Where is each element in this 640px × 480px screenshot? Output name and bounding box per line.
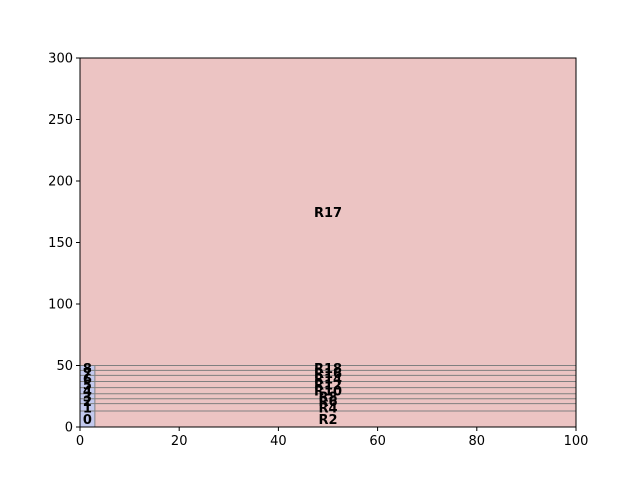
small-region-rect-2 [80, 398, 95, 404]
small-region-rect-1 [80, 403, 95, 412]
large-region-label-7: R16 [314, 367, 342, 382]
large-region-label-1: R4 [318, 401, 337, 416]
large-region-label-5: R12 [314, 379, 342, 394]
large-region-label-6: R14 [314, 372, 342, 387]
small-region-label-7: 7 [83, 367, 92, 382]
small-region-label-1: 1 [83, 401, 92, 416]
large-region-rect-0 [94, 411, 576, 427]
large-region-rect-1 [94, 403, 576, 412]
small-region-label-3: 3 [83, 390, 92, 405]
y-tick-label-2: 100 [48, 298, 73, 313]
x-tick-label-2: 40 [270, 434, 287, 449]
small-region-rect-5 [80, 381, 95, 388]
large-region-rect-5 [94, 381, 576, 388]
y-axis: 0 50 100 150 200 250 300 [48, 52, 80, 436]
small-region-rect-8 [80, 365, 95, 371]
small-region-rect-7 [80, 370, 95, 376]
small-region-label-2: 2 [83, 395, 92, 410]
small-region-rect-0 [80, 411, 95, 427]
y-tick-label-0: 0 [65, 421, 73, 436]
small-region-label-8: 8 [83, 362, 92, 377]
y-tick-label-6: 300 [48, 52, 73, 67]
y-tick-label-3: 150 [48, 236, 73, 251]
small-region-label-5: 5 [83, 379, 92, 394]
x-tick-label-3: 60 [369, 434, 386, 449]
large-region-label-2: R6 [318, 395, 337, 410]
small-region-label-4: 4 [83, 385, 92, 400]
small-region-rect-4 [80, 387, 95, 394]
x-axis: 0 20 40 60 80 100 [76, 427, 589, 449]
large-region-rect-8 [94, 365, 576, 371]
large-region-label-3: R8 [318, 390, 337, 405]
x-tick-label-4: 80 [469, 434, 486, 449]
x-tick-label-1: 20 [171, 434, 188, 449]
large-region-rect-9 [80, 58, 576, 366]
y-tick-label-1: 50 [56, 359, 73, 374]
large-region-rect-2 [94, 398, 576, 404]
large-region-rect-7 [94, 370, 576, 376]
small-region-label-0: 0 [83, 413, 92, 428]
y-tick-label-5: 250 [48, 113, 73, 128]
x-tick-label-0: 0 [76, 434, 84, 449]
y-tick-label-4: 200 [48, 175, 73, 190]
large-region-label-0: R2 [318, 413, 337, 428]
large-region-label-4: R10 [314, 385, 342, 400]
dividers-layer [80, 365, 576, 427]
small-region-rect-3 [80, 393, 95, 399]
large-region-label-9: R17 [314, 206, 342, 221]
large-region-rect-4 [94, 387, 576, 394]
small-region-label-6: 6 [83, 372, 92, 387]
large-region-rect-6 [94, 375, 576, 382]
large-region-label-8: R18 [314, 362, 342, 377]
large-region-rect-3 [94, 393, 576, 399]
small-region-rect-6 [80, 375, 95, 382]
regions-layer [80, 58, 576, 427]
x-tick-label-5: 100 [564, 434, 589, 449]
